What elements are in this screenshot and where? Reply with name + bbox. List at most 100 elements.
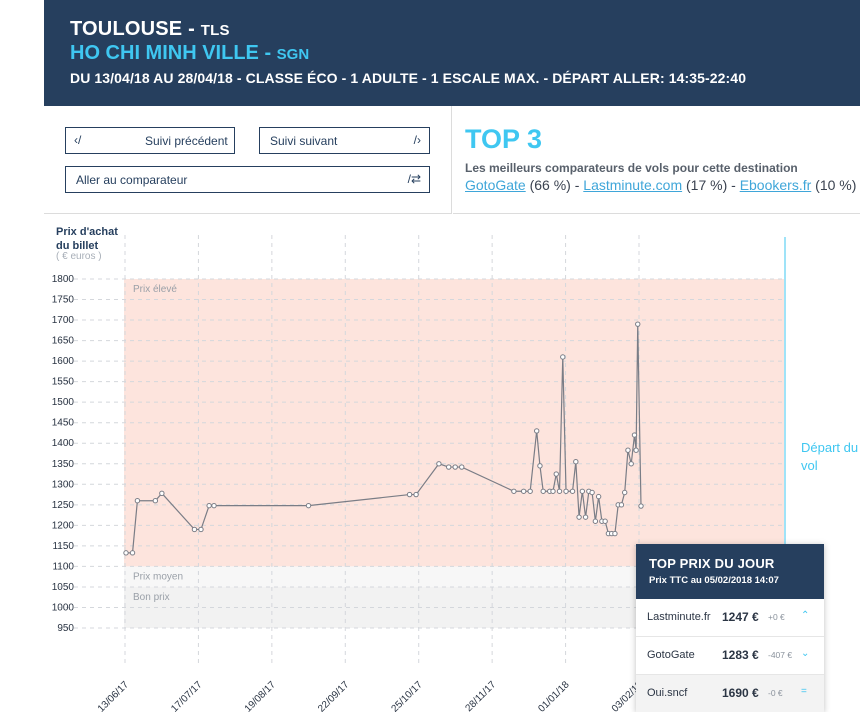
panel-subtitle: Prix TTC au 05/02/2018 14:07 <box>649 575 779 586</box>
y-tick-label: 950 <box>57 623 74 634</box>
x-tick-label: 01/01/18 <box>536 679 572 712</box>
equal-icon: = <box>801 686 807 697</box>
price-point <box>635 321 641 327</box>
provider-price: 1283 € <box>722 648 759 662</box>
y-tick-label: 1300 <box>52 479 75 490</box>
separator: - <box>570 177 584 193</box>
comparator-pct: (17 %) <box>686 177 728 193</box>
price-point <box>589 489 595 496</box>
chevron-left-icon: ‹/ <box>74 133 82 147</box>
price-point <box>134 498 141 504</box>
price-point <box>602 518 608 524</box>
price-point <box>533 428 540 434</box>
provider-price: 1690 € <box>722 686 759 700</box>
y-tick-label: 1050 <box>52 582 75 593</box>
x-tick-label: 25/10/17 <box>390 679 426 712</box>
price-point <box>511 488 517 494</box>
price-delta: +0 € <box>768 612 785 622</box>
price-delta: -407 € <box>768 650 793 660</box>
top3-subtitle: Les meilleurs comparateurs de vols pour … <box>465 161 798 175</box>
price-point <box>537 463 543 469</box>
y-tick-label: 1100 <box>52 561 74 572</box>
search-header: TOULOUSE - TLS HO CHI MINH VILLE - SGN D… <box>44 0 860 106</box>
departure-marker-label: Départ du vol <box>801 440 859 473</box>
separator: - <box>727 177 740 193</box>
comparator-link-lastminute[interactable]: Lastminute.com <box>583 177 683 193</box>
x-tick-label: 13/06/17 <box>96 679 132 712</box>
comparator-link-ebookers[interactable]: Ebookers.fr <box>739 177 812 193</box>
previous-tracking-label: Suivi précédent <box>145 134 228 148</box>
price-point <box>152 498 159 504</box>
price-point <box>123 550 129 556</box>
navigation-controls: ‹/ Suivi précédent Suivi suivant /› Alle… <box>44 106 452 214</box>
go-to-comparator-button[interactable]: Aller au comparateur /⇄ <box>65 166 430 193</box>
price-point <box>211 502 217 509</box>
price-point <box>592 518 599 524</box>
double-chevron-up-icon: ⌃ <box>801 610 810 621</box>
price-point <box>576 514 582 520</box>
y-tick-label: 1500 <box>52 397 75 408</box>
y-axis-label: Prix d'achat du billet <box>56 226 118 252</box>
x-tick-label: 17/07/17 <box>169 679 205 712</box>
price-point <box>612 530 618 537</box>
top3-section: TOP 3 Les meilleurs comparateurs de vols… <box>453 106 860 214</box>
price-point <box>556 488 563 494</box>
price-row[interactable]: Oui.sncf 1690 € -0 € = <box>636 675 824 712</box>
y-tick-label: 1550 <box>52 377 75 388</box>
price-point <box>406 491 413 498</box>
price-point <box>579 488 586 494</box>
next-tracking-label: Suivi suivant <box>270 134 338 148</box>
chevron-right-icon: /› <box>413 133 421 147</box>
origin-code: TLS <box>200 22 230 39</box>
price-point <box>573 459 579 465</box>
price-point <box>625 447 631 453</box>
price-point <box>413 491 419 498</box>
price-point <box>191 526 198 533</box>
price-point <box>305 502 312 509</box>
price-row[interactable]: Lastminute.fr 1247 € +0 € ⌃ <box>636 599 824 637</box>
x-tick-label: 19/08/17 <box>243 679 279 712</box>
y-tick-label: 1400 <box>52 438 75 449</box>
chart-canvas: Prix élevé Prix moyen Bon prix 1800 1750 1700… <box>52 235 786 712</box>
x-tick-label: 22/09/17 <box>316 679 352 712</box>
y-tick-label: 1600 <box>52 356 75 367</box>
origin-city: TOULOUSE - TLS <box>70 18 230 40</box>
provider-name: GotoGate <box>647 649 695 661</box>
price-point <box>540 488 546 494</box>
price-history-chart: Prix élevé Prix moyen Bon prix 1800 1750 1700… <box>44 215 860 712</box>
comparator-link-gotogate[interactable]: GotoGate <box>465 177 526 193</box>
price-point <box>618 502 625 508</box>
price-delta: -0 € <box>768 688 783 698</box>
next-tracking-button[interactable]: Suivi suivant /› <box>259 127 430 154</box>
y-tick-label: 1000 <box>52 602 75 613</box>
price-point <box>550 488 556 494</box>
price-point <box>436 461 442 467</box>
price-point <box>129 550 136 556</box>
price-point <box>520 488 527 494</box>
price-point <box>563 488 569 494</box>
y-tick-label: 1750 <box>52 295 75 306</box>
top-price-of-day-panel: TOP PRIX DU JOUR Prix TTC au 05/02/2018 … <box>636 544 824 712</box>
price-point <box>628 461 634 467</box>
price-point <box>569 488 576 494</box>
panel-title: TOP PRIX DU JOUR <box>649 556 775 571</box>
previous-tracking-button[interactable]: ‹/ Suivi précédent <box>65 127 235 154</box>
price-point <box>452 464 458 470</box>
price-point <box>159 490 165 497</box>
price-point <box>622 489 628 496</box>
y-tick-label: 1700 <box>52 315 75 326</box>
go-to-comparator-label: Aller au comparateur <box>76 173 188 187</box>
comparator-pct: (10 %) <box>815 177 857 193</box>
price-band <box>124 566 784 587</box>
y-axis-unit: ( € euros ) <box>56 251 102 262</box>
swap-icon: /⇄ <box>407 172 421 186</box>
destination-code: SGN <box>276 46 310 63</box>
top3-list: GotoGate (66 %) - Lastminute.com (17 %) … <box>465 177 856 193</box>
y-tick-label: 1650 <box>52 336 75 347</box>
provider-name: Lastminute.fr <box>647 611 711 623</box>
price-row[interactable]: GotoGate 1283 € -407 € ⌄ <box>636 637 824 675</box>
double-chevron-down-icon: ⌄ <box>801 648 810 659</box>
band-label: Bon prix <box>133 592 170 603</box>
y-tick-label: 1250 <box>52 500 75 511</box>
y-tick-label: 1200 <box>52 520 75 531</box>
